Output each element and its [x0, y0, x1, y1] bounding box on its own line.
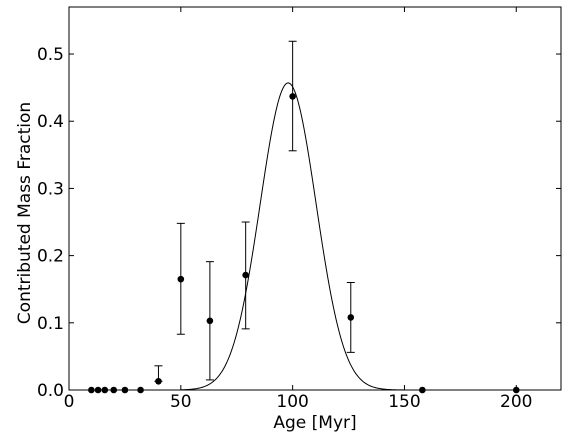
- tick-labels: 0 50 100 150 200 0.0 0.1 0.2 0.3 0.4 0.5: [37, 45, 533, 412]
- x-tick-label: 0: [64, 392, 75, 412]
- data-point: [206, 317, 214, 325]
- data-point: [137, 386, 144, 394]
- y-tick-label: 0.2: [37, 247, 64, 267]
- gaussian-fit-line: [180, 82, 416, 391]
- data-point: [177, 275, 185, 283]
- data-point: [419, 386, 426, 394]
- errorbars: [154, 40, 355, 382]
- data-point: [94, 386, 102, 394]
- data-point: [110, 386, 118, 394]
- data-point: [155, 377, 162, 385]
- x-tick-label: 150: [388, 392, 420, 412]
- data-point: [289, 93, 296, 100]
- data-point: [347, 314, 355, 321]
- data-points: [88, 93, 520, 394]
- plot-frame: [68, 6, 562, 391]
- y-axis-label: Contributed Mass Fraction: [15, 102, 35, 324]
- data-point: [88, 386, 95, 394]
- data-point: [242, 271, 249, 279]
- data-point: [512, 386, 520, 394]
- x-tick-label: 50: [170, 392, 192, 412]
- data-point: [121, 386, 129, 394]
- y-tick-label: 0.3: [37, 179, 64, 199]
- y-tick-label: 0.4: [37, 112, 64, 132]
- x-axis-label: Age [Myr]: [273, 413, 356, 433]
- x-tick-label: 100: [276, 392, 308, 412]
- y-tick-label: 0.1: [37, 314, 64, 334]
- data-point: [101, 386, 109, 394]
- y-tick-label: 0.5: [37, 45, 64, 65]
- y-tick-label: 0.0: [37, 381, 64, 401]
- fit-curve: [180, 82, 416, 391]
- x-tick-label: 200: [500, 392, 532, 412]
- ticks: [68, 7, 561, 391]
